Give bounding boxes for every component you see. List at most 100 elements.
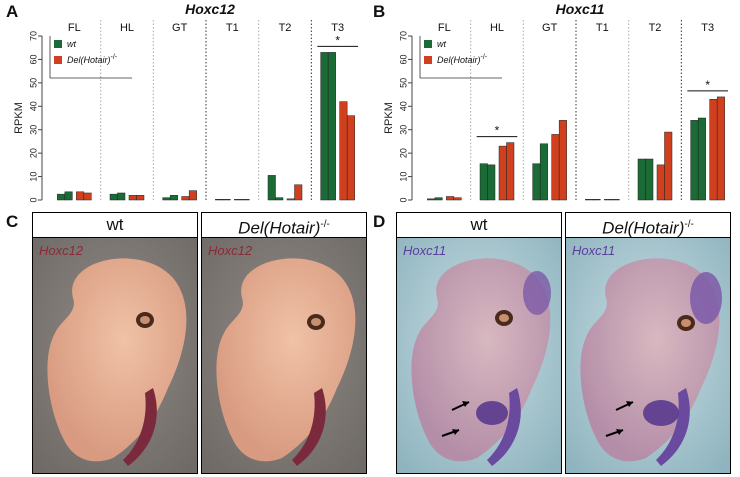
chart-hoxc11: Hoxc11 0 10 20 30 40 50 60 70 RPKM FL HL GT T1 T2 T3 * * w…: [383, 1, 728, 203]
group-label-t2: T2: [279, 22, 292, 34]
bar-t3-wt-2: [697, 117, 706, 201]
photo-c-wt: wt Hoxc12: [32, 212, 198, 474]
y-tick-label: 40: [398, 101, 408, 111]
embryo-image-c-del: [202, 238, 366, 473]
y-tick-label: 50: [28, 78, 38, 88]
bar-t3-wt-2: [327, 52, 336, 201]
legend-swatch-wt: [54, 40, 62, 48]
bar-gt-del-1: [551, 134, 560, 201]
group-label-t3: T3: [331, 22, 344, 34]
legend-swatch-del: [424, 56, 432, 64]
y-tick-label: 70: [28, 31, 38, 41]
y-tick-label: 10: [398, 172, 408, 182]
y-axis-label: RPKM: [13, 102, 25, 134]
bar-gt-del-1: [181, 196, 190, 201]
bar-fl-del-1: [76, 191, 85, 201]
stain-label-d-del: Hoxc11: [572, 243, 616, 258]
panel-letter-d: D: [373, 212, 386, 231]
photo-c-del: Del(Hotair)-/- Hoxc12: [201, 212, 367, 474]
bar-fl-wt-2: [434, 197, 443, 201]
y-tick-label: 0: [398, 197, 408, 202]
bar-t1-wt-2: [222, 199, 231, 201]
bar-fl-del-2: [453, 197, 462, 201]
bar-hl-wt-2: [117, 192, 126, 201]
bar-t1-del-2: [611, 199, 620, 201]
significance-star: *: [495, 124, 500, 138]
panel-letter-a: A: [6, 2, 19, 21]
y-tick-label: 40: [28, 101, 38, 111]
group-label-fl: FL: [438, 22, 451, 34]
embryo-image-d-wt: [397, 238, 561, 473]
bar-fl-del-1: [446, 196, 455, 201]
bar-t3-del-1: [339, 101, 348, 201]
bar-gt-del-2: [188, 190, 197, 201]
stain-label-c-wt: Hoxc12: [39, 243, 84, 258]
bar-fl-del-2: [83, 192, 92, 201]
y-tick-label: 60: [398, 54, 408, 64]
bar-t2-wt-2: [275, 197, 284, 201]
bar-t3-wt-1: [320, 52, 329, 201]
legend-label-wt: wt: [67, 39, 76, 49]
bar-t1-wt-1: [585, 199, 594, 201]
photo-header-wt-d: wt: [397, 213, 561, 238]
bar-hl-wt-1: [479, 163, 488, 201]
y-tick-label: 70: [398, 31, 408, 41]
photo-d-del: Del(Hotair)-/- Hoxc11: [565, 212, 731, 474]
group-label-hl: HL: [120, 22, 134, 34]
group-label-t1: T1: [226, 22, 239, 34]
photo-header-wt: wt: [33, 213, 197, 238]
bar-gt-wt-2: [169, 195, 178, 201]
group-label-t2: T2: [649, 22, 662, 34]
photo-header-del: Del(Hotair)-/-: [202, 213, 366, 238]
bar-t3-del-2: [346, 115, 355, 201]
bar-t1-del-1: [604, 199, 613, 201]
y-tick-label: 30: [28, 125, 38, 135]
legend-label-del: Del(Hotair)-/-: [437, 54, 488, 65]
y-tick-label: 0: [28, 197, 38, 202]
stain-label-c-del: Hoxc12: [208, 243, 253, 258]
y-tick-label: 50: [398, 78, 408, 88]
bar-t3-wt-1: [690, 120, 699, 201]
photo-d-wt: wt Hoxc11: [396, 212, 562, 474]
bar-t1-wt-1: [215, 199, 224, 201]
chart-title: Hoxc12: [185, 1, 235, 17]
group-label-gt: GT: [542, 22, 558, 34]
group-label-t1: T1: [596, 22, 609, 34]
y-tick-label: 20: [28, 148, 38, 158]
bar-hl-wt-2: [487, 164, 496, 201]
bar-hl-del-2: [506, 142, 515, 201]
bar-t2-del-2: [294, 184, 303, 201]
bar-gt-wt-2: [539, 143, 548, 201]
bar-t1-wt-2: [592, 199, 601, 201]
bar-hl-del-2: [136, 195, 145, 201]
chart-title: Hoxc11: [556, 1, 605, 17]
y-tick-label: 30: [398, 125, 408, 135]
embryo-image-c-wt: [33, 238, 197, 473]
y-tick-label: 60: [28, 54, 38, 64]
legend-swatch-wt: [424, 40, 432, 48]
bar-gt-del-2: [558, 120, 567, 201]
legend-label-wt: wt: [437, 39, 446, 49]
group-label-t3: T3: [701, 22, 714, 34]
stain-label-d-wt: Hoxc11: [403, 243, 447, 258]
bar-t2-wt-1: [637, 158, 646, 201]
bar-hl-del-1: [128, 195, 137, 201]
y-axis-label: RPKM: [383, 102, 395, 134]
bar-hl-del-1: [498, 145, 507, 201]
photo-header-del-d: Del(Hotair)-/-: [566, 213, 730, 238]
significance-star: *: [335, 33, 340, 47]
y-tick-label: 20: [398, 148, 408, 158]
bar-fl-wt-2: [64, 191, 73, 201]
legend-swatch-del: [54, 56, 62, 64]
bar-fl-wt-1: [427, 198, 436, 201]
bar-gt-wt-1: [162, 197, 171, 201]
group-label-fl: FL: [68, 22, 81, 34]
y-tick-label: 10: [28, 172, 38, 182]
panel-letter-c: C: [6, 212, 19, 231]
panel-letter-b: B: [373, 2, 386, 21]
significance-star: *: [705, 78, 710, 92]
group-label-gt: GT: [172, 22, 188, 34]
chart-hoxc12: Hoxc12 0 10 20 30 40 50 60 70 RPKM FL HL GT T1 T2 T3* wt…: [13, 1, 358, 203]
bar-t2-wt-1: [267, 175, 276, 201]
group-label-hl: HL: [490, 22, 504, 34]
